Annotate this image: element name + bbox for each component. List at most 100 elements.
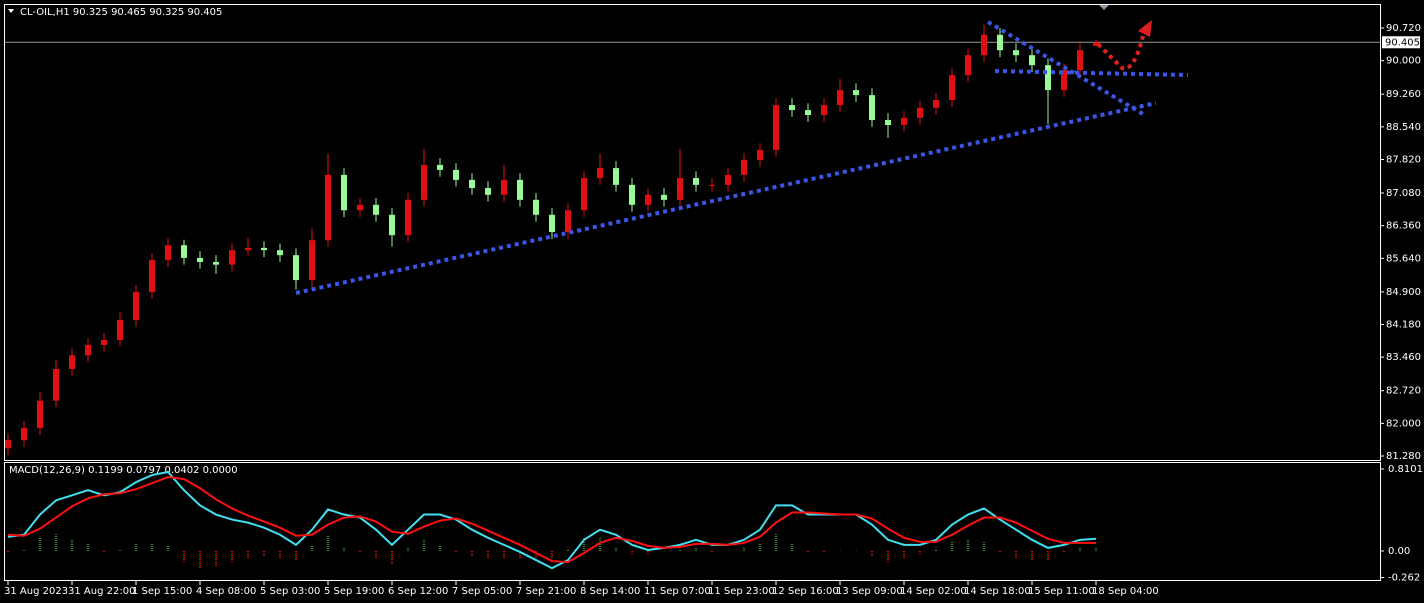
- y-tick-label: 85.640: [1386, 253, 1421, 264]
- x-tick-label: 14 Sep 02:00: [900, 586, 967, 597]
- candle-body: [277, 250, 283, 256]
- x-tick-label: 1 Sep 15:00: [132, 586, 192, 597]
- candle-body: [581, 178, 587, 211]
- neckline: [994, 69, 1189, 77]
- candle-body: [997, 34, 1003, 51]
- candle-body: [1029, 55, 1035, 66]
- candle-body: [805, 110, 811, 116]
- resistance-trendline: [986, 20, 1145, 116]
- projection-arrow: [1096, 35, 1145, 71]
- candle-body: [165, 245, 171, 261]
- y-tick-label: 0.00: [1388, 546, 1410, 557]
- candle-body: [1061, 70, 1067, 91]
- candle-body: [213, 261, 219, 265]
- candle-body: [693, 178, 699, 185]
- candle-body: [1013, 50, 1019, 56]
- candle-body: [533, 199, 539, 215]
- candle-body: [325, 174, 331, 241]
- x-tick-label: 7 Sep 05:00: [452, 586, 512, 597]
- candle-body: [149, 260, 155, 292]
- candle-body: [613, 168, 619, 185]
- candle-body: [389, 214, 395, 236]
- candle-body: [597, 168, 603, 179]
- candle-body: [5, 440, 11, 449]
- candle-body: [261, 247, 267, 251]
- candle-body: [21, 427, 27, 441]
- candle-body: [69, 355, 75, 369]
- candle-body: [357, 204, 363, 211]
- candle-body: [629, 184, 635, 205]
- y-tick-label: 88.540: [1386, 122, 1421, 133]
- candle-body: [245, 247, 251, 251]
- x-tick-label: 15 Sep 11:00: [1028, 586, 1095, 597]
- x-tick-label: 6 Sep 12:00: [388, 586, 448, 597]
- projection-arrowhead: [1138, 20, 1152, 37]
- y-tick-label: 81.280: [1386, 451, 1421, 462]
- y-tick-label: 84.180: [1386, 320, 1421, 331]
- candle-body: [1077, 50, 1083, 71]
- plot-layer: 90.720 90.000 89.260 88.540 87.820 87.080 86.3…: [4, 23, 1423, 597]
- candle-body: [837, 90, 843, 106]
- main-panel-frame: [4, 4, 1381, 461]
- candle-body: [773, 105, 779, 150]
- candle-body: [453, 169, 459, 180]
- trendlines: [295, 20, 1189, 295]
- candle-body: [789, 105, 795, 111]
- candle-body: [661, 194, 667, 200]
- x-tick-label: 5 Sep 03:00: [260, 586, 320, 597]
- candle-body: [197, 257, 203, 262]
- menu-arrow[interactable]: [8, 9, 14, 13]
- candle-body: [85, 344, 91, 356]
- candle-body: [965, 55, 971, 76]
- x-tick-label: 18 Sep 04:00: [1092, 586, 1159, 597]
- current-price-box: [1382, 36, 1420, 49]
- x-tick-label: 7 Sep 21:00: [516, 586, 576, 597]
- y-tick-label: 89.260: [1386, 89, 1421, 100]
- y-tick-label: 84.900: [1386, 287, 1421, 298]
- x-tick-label: 31 Aug 22:00: [68, 586, 135, 597]
- y-tick-label: 87.080: [1386, 188, 1421, 199]
- y-tick-label: 90.000: [1386, 56, 1421, 67]
- candle-body: [485, 188, 491, 195]
- y-tick-label: -0.262: [1388, 572, 1420, 583]
- candle-body: [757, 149, 763, 160]
- candle-body: [501, 179, 507, 195]
- candle-body: [933, 100, 939, 108]
- candle-body: [1045, 65, 1051, 91]
- candle-body: [981, 34, 987, 56]
- candle-body: [741, 159, 747, 175]
- candle-body: [133, 291, 139, 320]
- macd-title: MACD(12,26,9) 0.1199 0.0797 0.0402 0.000…: [9, 465, 238, 476]
- candle-body: [917, 107, 923, 118]
- y-tick-label: 83.460: [1386, 352, 1421, 363]
- y-tick-label: 0.8101: [1388, 464, 1423, 475]
- x-tick-label: 5 Sep 19:00: [324, 586, 384, 597]
- x-tick-label: 14 Sep 18:00: [964, 586, 1031, 597]
- candle-body: [405, 199, 411, 236]
- candle-body: [293, 255, 299, 281]
- candle-body: [309, 240, 315, 281]
- candle-body: [677, 178, 683, 200]
- candle-body: [437, 164, 443, 170]
- x-tick-label: 4 Sep 08:00: [196, 586, 256, 597]
- candle-body: [869, 95, 875, 121]
- candle-body: [549, 214, 555, 233]
- candle-body: [949, 75, 955, 101]
- macd-line: [7, 476, 1096, 564]
- candle-body: [821, 105, 827, 116]
- x-tick-label: 11 Sep 07:00: [644, 586, 711, 597]
- macd-panel-frame: [4, 462, 1381, 581]
- y-tick-label: 86.360: [1386, 221, 1421, 232]
- candle-body: [517, 179, 523, 200]
- candle-body: [645, 194, 651, 205]
- candle-body: [181, 245, 187, 258]
- candle-body: [1093, 42, 1099, 46]
- candle-body: [229, 250, 235, 265]
- shift-marker: [1099, 5, 1109, 10]
- candle-body: [421, 164, 427, 200]
- y-tick-label: 90.720: [1386, 23, 1421, 34]
- candle-body: [37, 400, 43, 428]
